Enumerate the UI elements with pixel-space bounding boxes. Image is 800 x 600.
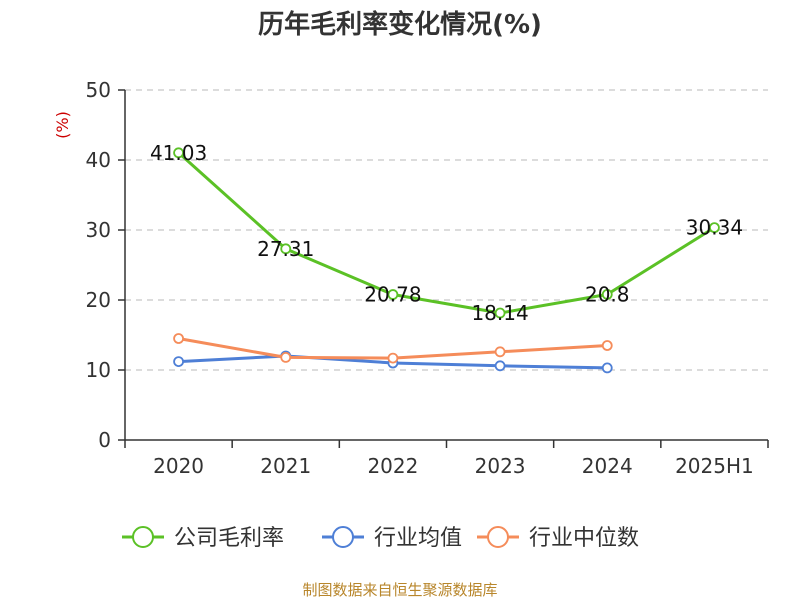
data-point [494, 307, 506, 319]
x-tick-label: 2020 [153, 454, 204, 478]
y-tick-label: 40 [86, 148, 111, 172]
y-axis-unit-label: (%) [53, 111, 72, 139]
data-point [173, 333, 184, 344]
data-point [601, 288, 613, 300]
data-point [280, 243, 292, 255]
y-tick-label: 20 [86, 288, 111, 312]
chart-title: 历年毛利率变化情况(%) [258, 9, 542, 40]
y-tick-label: 30 [86, 218, 111, 242]
data-point [494, 346, 506, 358]
legend-marker [332, 526, 354, 548]
data-point [387, 289, 399, 300]
x-tick-label: 2022 [367, 454, 418, 478]
data-labels: 41.03 27.31 20.78 18.14 20.8 30.34 [150, 141, 743, 325]
legend-marker [487, 526, 509, 548]
data-point [173, 147, 184, 159]
axes: 0 10 20 30 40 50 2020 2021 2022 2023 2024 2025H1 [86, 78, 769, 478]
x-tick-label: 2024 [582, 454, 633, 478]
data-point [601, 340, 613, 351]
data-point [173, 356, 184, 368]
legend-label: 行业中位数 [529, 526, 639, 551]
data-point [280, 351, 292, 363]
legend: 公司毛利率 行业均值 行业中位数 [122, 526, 639, 551]
y-tick-label: 50 [86, 78, 111, 102]
data-label: 27.31 [257, 237, 314, 261]
series-lines [173, 147, 720, 374]
x-tick-label: 2023 [475, 454, 526, 478]
data-label: 30.34 [686, 216, 743, 240]
legend-marker [132, 526, 154, 548]
source-note: 制图数据来自恒生聚源数据库 [302, 581, 497, 599]
y-tick-label: 10 [86, 358, 111, 382]
grid-lines [125, 89, 768, 371]
data-point [601, 362, 613, 374]
data-point [709, 222, 720, 234]
legend-label: 行业均值 [374, 526, 462, 551]
data-point [387, 352, 399, 364]
legend-label: 公司毛利率 [174, 526, 284, 551]
series-line [177, 151, 716, 315]
data-label: 41.03 [150, 141, 207, 165]
x-tick-label: 2025H1 [675, 454, 754, 478]
data-label: 20.8 [585, 282, 630, 306]
data-point [494, 360, 506, 372]
data-label: 20.78 [364, 283, 421, 307]
data-label: 18.14 [471, 301, 528, 325]
x-tick-label: 2021 [260, 454, 311, 478]
y-tick-label: 0 [98, 428, 111, 452]
